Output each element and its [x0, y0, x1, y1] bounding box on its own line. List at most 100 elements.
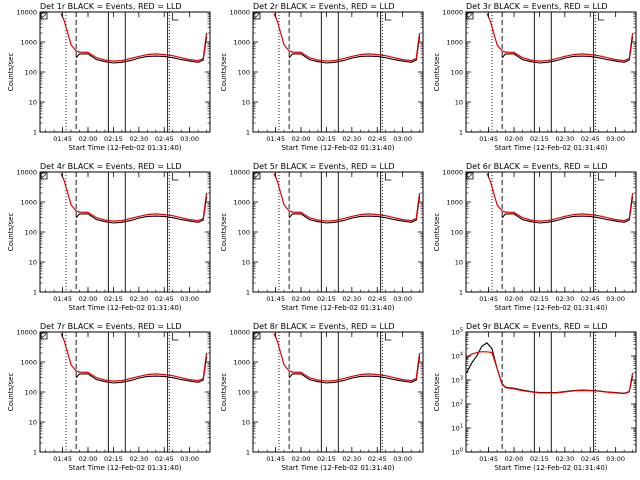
x-tick-label: 02:30 — [129, 455, 148, 463]
y-tick-label: 100 — [238, 389, 250, 397]
series-line-events — [288, 356, 421, 384]
series-line-lld — [60, 173, 208, 222]
corner-box-marker-stroke — [254, 13, 260, 19]
corner-box-marker-stroke — [41, 13, 47, 19]
corner-box-marker-stroke — [41, 173, 47, 179]
corner-flag-marker — [384, 13, 392, 21]
series-line-lld — [273, 173, 421, 222]
plot-frame — [465, 331, 637, 453]
y-tick-label: 10000 — [229, 9, 250, 17]
y-tick-label: 100 — [451, 69, 463, 77]
y-tick-label: 10 — [242, 259, 250, 267]
y-tick-label: 100 — [25, 229, 37, 237]
chart-panel-7: Det 7r BLACK = Events, RED = LLD 1 10 100 10… — [7, 322, 211, 472]
corner-box-marker — [40, 12, 48, 20]
chart-panel-2: Det 2r BLACK = Events, RED = LLD 1 10 100 10… — [220, 2, 424, 152]
x-tick-label: 02:30 — [342, 295, 361, 303]
y-tick-label: 1 — [33, 449, 37, 457]
y-tick-label: 1000 — [233, 359, 250, 367]
series-line-events — [501, 196, 634, 224]
y-tick-label: 101 — [452, 424, 463, 433]
x-tick-label: 02:00 — [79, 455, 98, 463]
y-tick-label: 105 — [452, 328, 463, 337]
x-tick-label: 02:30 — [555, 135, 574, 143]
y-tick-label: 10 — [29, 259, 37, 267]
y-axis-title: Counts/sec — [220, 53, 228, 92]
x-tick-label: 01:45 — [266, 135, 285, 143]
x-tick-label: 03:00 — [393, 135, 412, 143]
x-tick-label: 01:45 — [479, 295, 498, 303]
y-tick-label: 10 — [29, 99, 37, 107]
x-tick-label: 01:45 — [53, 295, 72, 303]
x-tick-label: 02:00 — [292, 135, 311, 143]
x-tick-label: 01:45 — [479, 135, 498, 143]
x-tick-label: 01:45 — [266, 455, 285, 463]
x-tick-label: 02:00 — [79, 135, 98, 143]
y-tick-label: 10000 — [16, 9, 37, 17]
series-line-lld — [486, 173, 634, 222]
corner-box-marker-stroke — [41, 333, 47, 339]
y-tick-exponent: 0 — [460, 448, 463, 454]
x-tick-label: 01:45 — [53, 135, 72, 143]
series-line-events — [288, 196, 421, 224]
y-tick-label: 1000 — [20, 199, 37, 207]
y-axis-title: Counts/sec — [7, 373, 15, 412]
series-line-lld — [60, 13, 208, 62]
y-tick-base: 10 — [452, 449, 460, 457]
x-tick-label: 02:15 — [530, 455, 549, 463]
x-tick-label: 02:45 — [368, 135, 387, 143]
y-tick-exponent: 1 — [460, 424, 463, 430]
chart-panel-3: Det 3r BLACK = Events, RED = LLD 1 10 100 10… — [433, 2, 637, 152]
series-line-events — [75, 196, 208, 224]
chart-panel-9: Det 9r BLACK = Events, RED = LLD10010110… — [433, 322, 637, 472]
corner-box-marker-stroke — [254, 173, 260, 179]
y-tick-label: 1000 — [446, 199, 463, 207]
y-tick-label: 10 — [455, 99, 463, 107]
y-axis-title: Counts/sec — [7, 53, 15, 92]
x-axis-title: Start Time (12-Feb-02 01:31:40) — [68, 304, 181, 312]
x-tick-label: 02:00 — [505, 135, 524, 143]
x-axis-title: Start Time (12-Feb-02 01:31:40) — [494, 464, 607, 472]
corner-flag-marker — [171, 333, 179, 341]
series-line-events — [75, 36, 208, 64]
panel-title: Det 9r BLACK = Events, RED = LLD — [466, 322, 608, 331]
y-tick-label: 1 — [33, 289, 37, 297]
x-tick-label: 02:45 — [368, 455, 387, 463]
corner-flag-marker — [384, 173, 392, 181]
x-tick-label: 02:00 — [505, 295, 524, 303]
panel-title: Det 6r BLACK = Events, RED = LLD — [466, 162, 608, 171]
corner-flag-marker — [171, 13, 179, 21]
corner-box-marker — [466, 12, 474, 20]
series-line-events — [288, 36, 421, 64]
y-tick-label: 104 — [452, 352, 463, 361]
x-tick-label: 02:45 — [368, 295, 387, 303]
x-tick-label: 02:00 — [79, 295, 98, 303]
y-tick-label: 1 — [246, 129, 250, 137]
x-tick-label: 02:30 — [129, 135, 148, 143]
series-line-events — [466, 342, 634, 394]
x-tick-label: 03:00 — [180, 295, 199, 303]
y-tick-base: 10 — [452, 377, 460, 385]
series-line-events — [501, 36, 634, 64]
corner-box-marker — [253, 172, 261, 180]
corner-box-marker — [253, 12, 261, 20]
panel-title: Det 1r BLACK = Events, RED = LLD — [40, 2, 182, 11]
y-tick-label: 10 — [455, 259, 463, 267]
y-tick-label: 10 — [242, 419, 250, 427]
x-tick-label: 01:45 — [479, 455, 498, 463]
y-tick-base: 10 — [452, 401, 460, 409]
y-tick-label: 1 — [33, 129, 37, 137]
y-tick-label: 10 — [29, 419, 37, 427]
x-tick-label: 03:00 — [606, 135, 625, 143]
x-tick-label: 02:45 — [581, 295, 600, 303]
panel-title: Det 3r BLACK = Events, RED = LLD — [466, 2, 608, 11]
y-axis-title: Counts/sec — [220, 213, 228, 252]
chart-panel-1: Det 1r BLACK = Events, RED = LLD 1 10 100 10… — [7, 2, 211, 152]
y-tick-label: 1 — [246, 449, 250, 457]
y-tick-label: 10000 — [442, 9, 463, 17]
y-tick-label: 10000 — [16, 329, 37, 337]
y-tick-label: 1000 — [20, 359, 37, 367]
x-tick-label: 03:00 — [606, 455, 625, 463]
x-tick-label: 02:00 — [292, 295, 311, 303]
y-tick-label: 1000 — [233, 199, 250, 207]
